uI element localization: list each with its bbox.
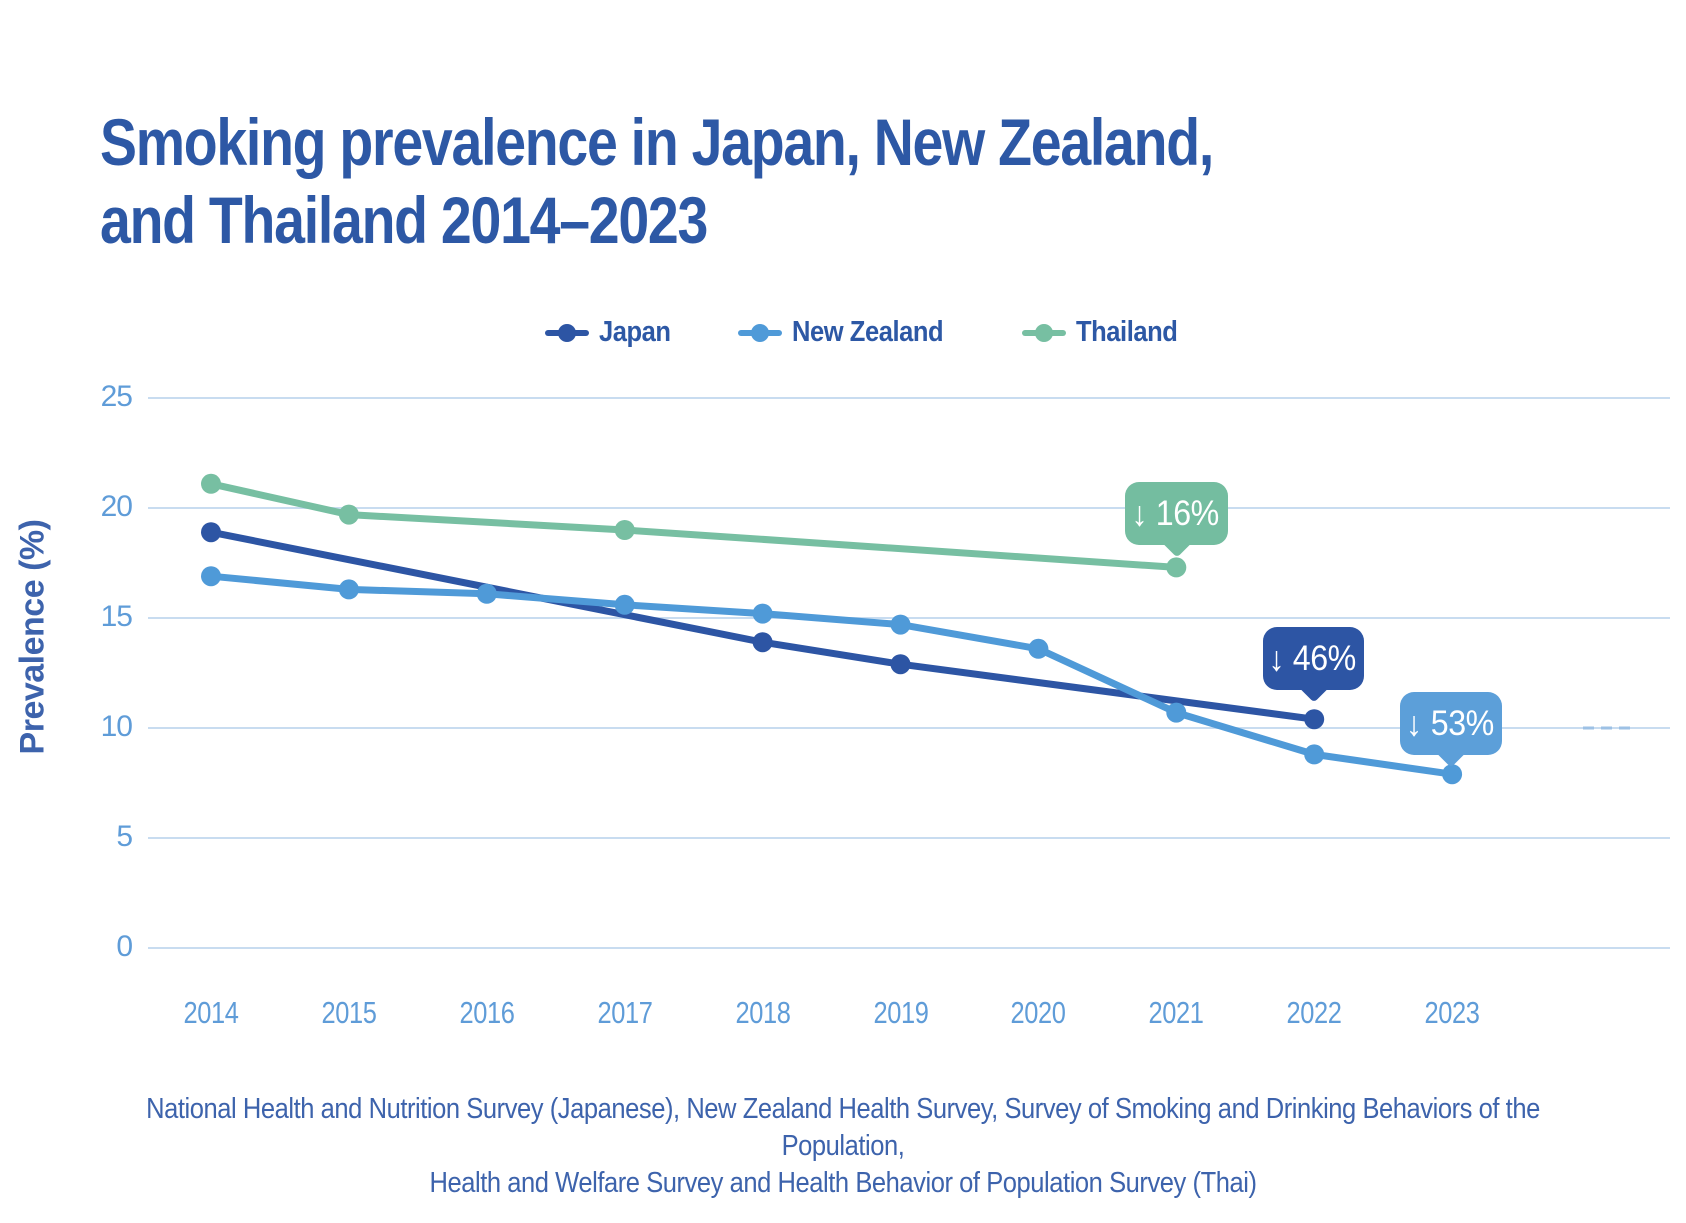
data-point-thailand-2015 [338, 504, 359, 525]
legend-label: Japan [599, 316, 671, 348]
x-tick-label-2021: 2021 [1148, 995, 1204, 1030]
data-point-new-zealand-2019 [890, 614, 911, 635]
chart-title-line2: and Thailand 2014–2023 [100, 182, 708, 257]
data-point-thailand-2014 [201, 473, 221, 494]
x-tick-label-2014: 2014 [183, 995, 239, 1030]
source-note: National Health and Nutrition Survey (Ja… [101, 1091, 1585, 1202]
legend-line-dot-icon [738, 323, 783, 343]
data-point-japan-2019 [890, 654, 911, 675]
down-arrow-icon: ↓ [1131, 493, 1148, 533]
data-point-new-zealand-2023 [1442, 764, 1463, 785]
gridline-y-0 [148, 947, 1670, 949]
y-tick-label: 5 [116, 820, 133, 853]
down-arrow-icon: ↓ [1268, 638, 1285, 678]
data-point-new-zealand-2014 [201, 566, 221, 587]
legend-item-japan: Japan [545, 316, 680, 349]
badge-percent-label: 16% [1155, 493, 1220, 533]
data-point-new-zealand-2022 [1304, 744, 1325, 765]
legend-marker-dot [751, 323, 770, 342]
data-point-japan-2022 [1304, 709, 1325, 730]
x-tick-label-2022: 2022 [1286, 995, 1342, 1030]
data-point-new-zealand-2021 [1166, 702, 1187, 723]
legend-item-new-zealand: New Zealand [738, 316, 964, 349]
data-point-new-zealand-2020 [1028, 638, 1049, 659]
x-tick-label-2016: 2016 [459, 995, 515, 1030]
down-arrow-icon: ↓ [1405, 703, 1423, 743]
gridline-y-20 [148, 507, 1670, 509]
data-point-new-zealand-2016 [476, 583, 497, 604]
legend-line-dot-icon [545, 323, 589, 343]
data-point-new-zealand-2015 [338, 579, 359, 600]
badge-percent-label: 46% [1292, 638, 1357, 678]
legend-marker-dot [1035, 323, 1054, 342]
source-note-line2: Health and Welfare Survey and Health Beh… [429, 1167, 1257, 1200]
badge-percent-label: 53% [1430, 703, 1494, 743]
chart-title-line1: Smoking prevalence in Japan, New Zealand… [100, 105, 1214, 179]
legend-marker-dot [558, 323, 576, 342]
chart-line-thailand [207, 480, 1180, 571]
data-point-thailand-2021 [1166, 557, 1187, 578]
decline-badge-japan: ↓ 46% [1263, 627, 1364, 703]
x-tick-label-2015: 2015 [321, 995, 377, 1030]
x-tick-label-2020: 2020 [1010, 995, 1066, 1030]
data-point-new-zealand-2018 [752, 603, 773, 624]
x-tick-label-2019: 2019 [873, 995, 928, 1030]
data-point-japan-2018 [752, 632, 773, 653]
decline-badge-new-zealand: ↓ 53% [1400, 692, 1502, 768]
source-note-line1: National Health and Nutrition Survey (Ja… [146, 1093, 1540, 1163]
y-tick-label: 15 [100, 600, 133, 633]
legend-item-thailand: Thailand [1022, 316, 1191, 349]
x-tick-label-2018: 2018 [735, 995, 791, 1030]
data-point-japan-2014 [201, 522, 221, 543]
y-tick-label: 0 [116, 930, 133, 963]
x-tick-label-2017: 2017 [597, 995, 653, 1030]
legend-line-dot-icon [1022, 323, 1067, 343]
gridline-y-25 [148, 397, 1670, 399]
gridline-y-5 [148, 837, 1670, 839]
decline-badge-thailand: ↓ 16% [1125, 482, 1228, 558]
chart-line-new-zealand [207, 572, 1456, 778]
y-tick-label: 20 [100, 490, 133, 523]
chart-title: Smoking prevalence in Japan, New Zealand… [100, 104, 1276, 260]
y-tick-label: 25 [100, 380, 133, 413]
chart-line-japan [207, 528, 1318, 723]
data-point-thailand-2017 [614, 520, 635, 540]
gridline-y-10 [148, 727, 1670, 729]
gridline-y-15 [148, 617, 1670, 619]
data-point-new-zealand-2017 [614, 594, 635, 615]
y-tick-label: 10 [100, 710, 133, 743]
x-tick-label-2023: 2023 [1424, 995, 1480, 1030]
legend-label: Thailand [1076, 316, 1178, 348]
legend: Japan New Zealand Thailand [545, 316, 1191, 349]
legend-label: New Zealand [792, 316, 944, 348]
